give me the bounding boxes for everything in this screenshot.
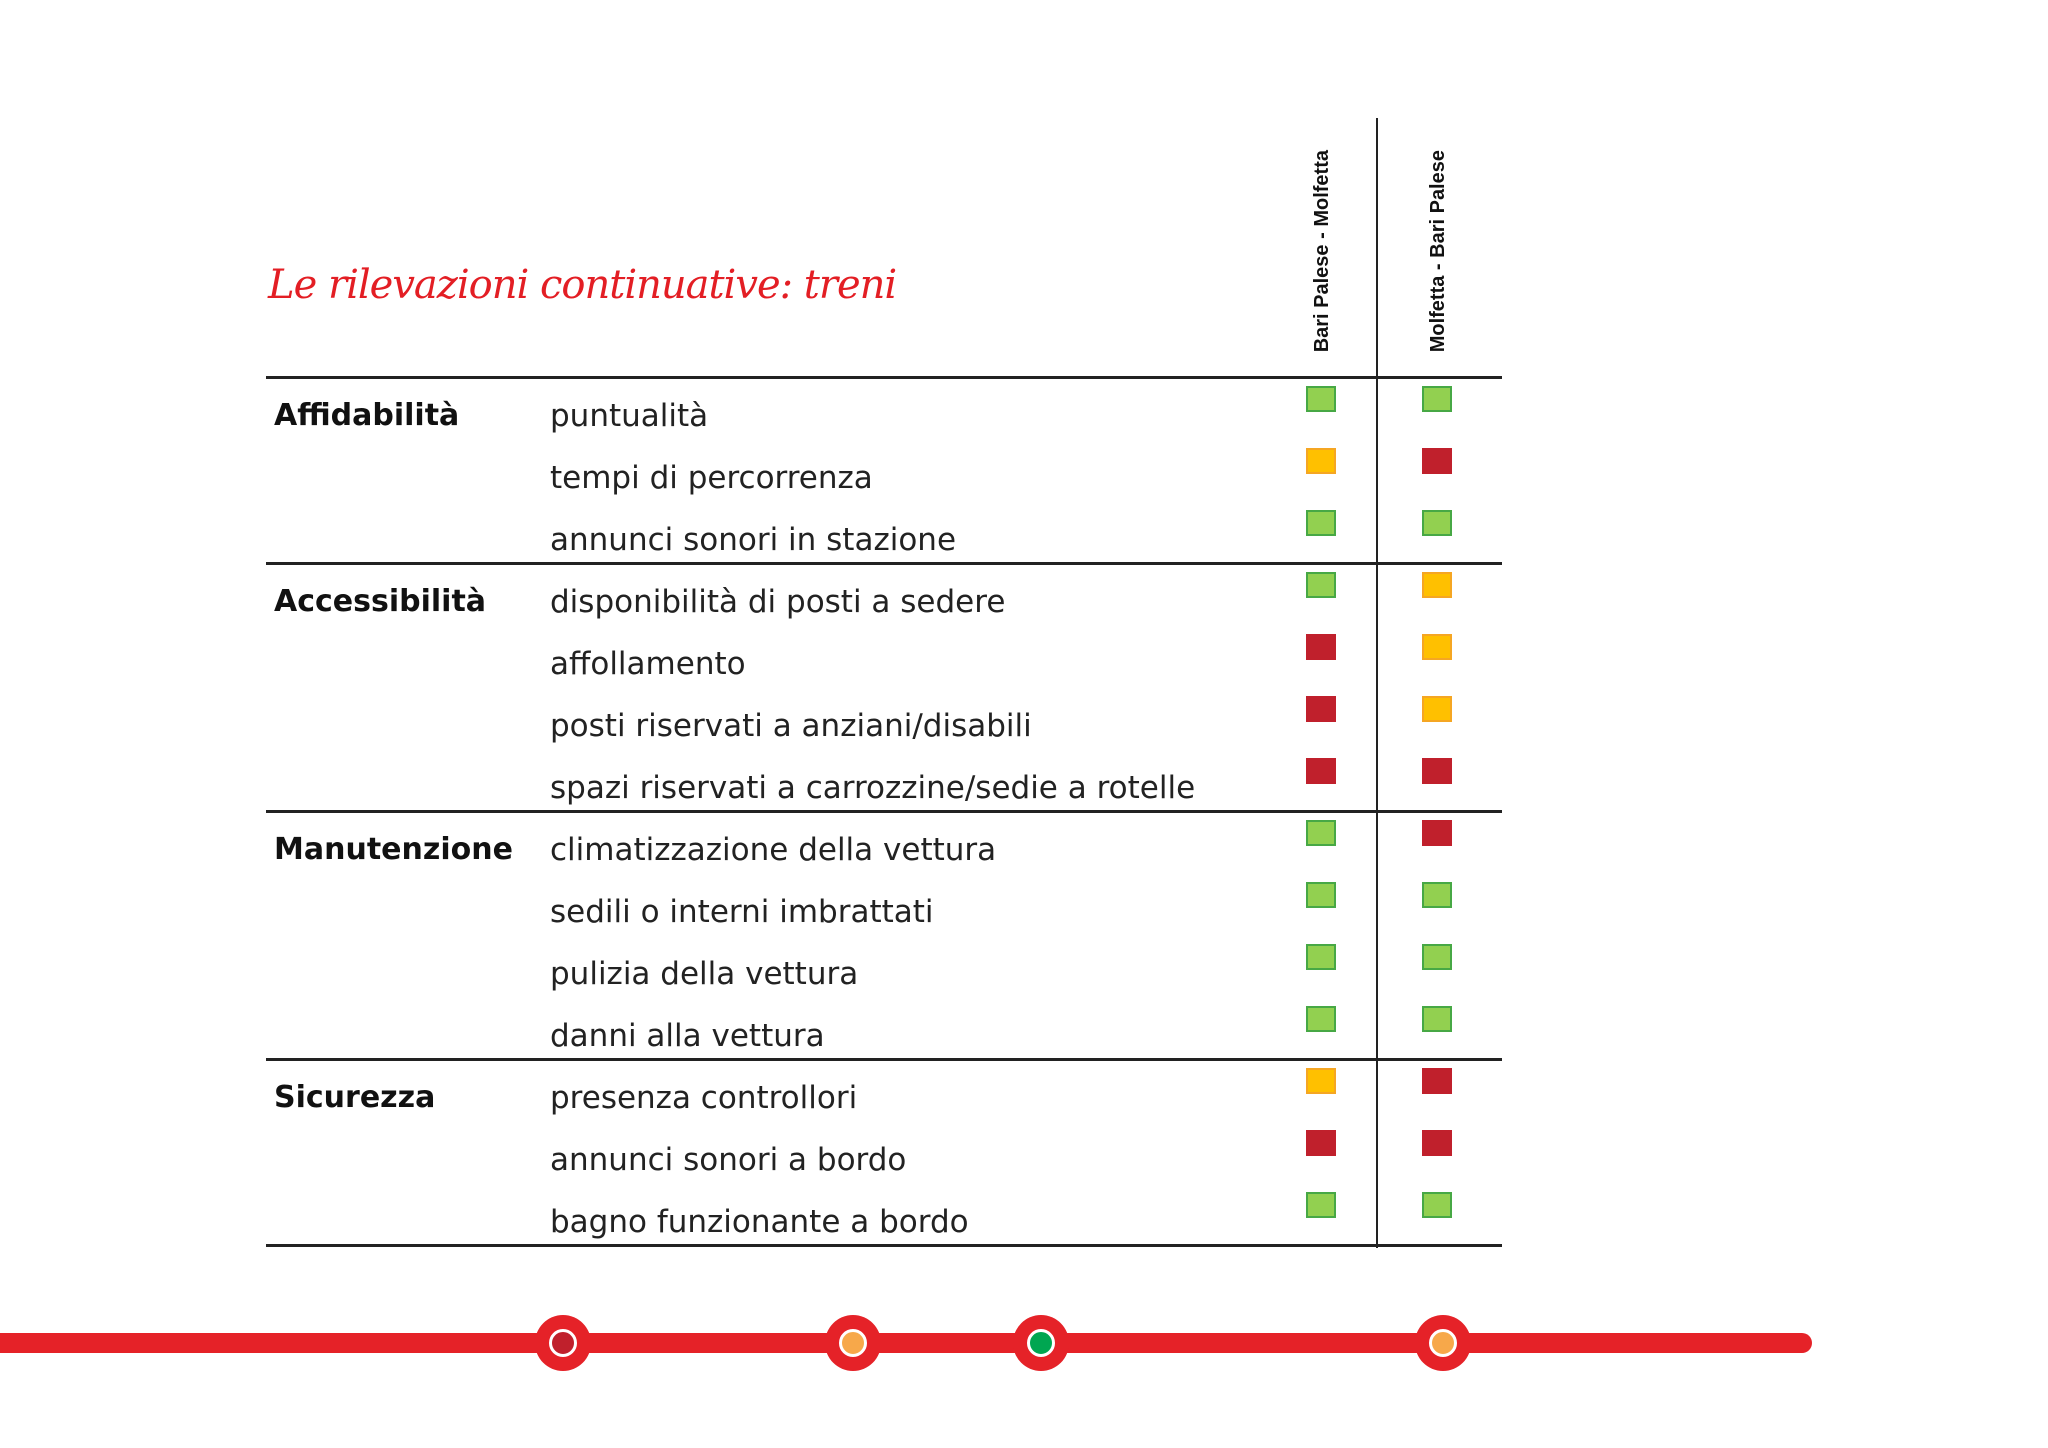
section-separator xyxy=(266,376,1502,379)
criterion-label: pulizia della vettura xyxy=(550,956,859,992)
rating-indicator-red xyxy=(1422,1130,1452,1156)
rating-indicator-red xyxy=(1422,448,1452,474)
section-separator xyxy=(266,1244,1502,1247)
rating-indicator-red xyxy=(1422,820,1452,846)
section-separator xyxy=(266,562,1502,565)
rating-indicator-green xyxy=(1306,386,1336,412)
rating-indicator-yellow xyxy=(1422,634,1452,660)
category-label: Affidabilità xyxy=(274,398,460,433)
station-dot xyxy=(1027,1329,1055,1357)
rating-indicator-green xyxy=(1422,510,1452,536)
criterion-label: bagno funzionante a bordo xyxy=(550,1204,969,1240)
criterion-label: affollamento xyxy=(550,646,746,682)
criterion-label: danni alla vettura xyxy=(550,1018,825,1054)
criterion-label: disponibilità di posti a sedere xyxy=(550,584,1006,620)
metro-line-decoration xyxy=(0,1333,1812,1353)
criterion-label: sedili o interni imbrattati xyxy=(550,894,934,930)
criterion-label: annunci sonori in stazione xyxy=(550,522,957,558)
criterion-label: climatizzazione della vettura xyxy=(550,832,997,868)
criterion-label: puntualità xyxy=(550,398,709,434)
rating-indicator-green xyxy=(1306,510,1336,536)
rating-indicator-green xyxy=(1306,1192,1336,1218)
section-separator xyxy=(266,810,1502,813)
rating-indicator-green xyxy=(1306,572,1336,598)
rating-indicator-red xyxy=(1306,696,1336,722)
station-dot xyxy=(549,1329,577,1357)
rating-indicator-red xyxy=(1306,758,1336,784)
rating-indicator-green xyxy=(1306,882,1336,908)
criterion-label: spazi riservati a carrozzine/sedie a rot… xyxy=(550,770,1196,806)
rating-indicator-red xyxy=(1422,758,1452,784)
rating-indicator-yellow xyxy=(1422,572,1452,598)
criterion-label: posti riservati a anziani/disabili xyxy=(550,708,1032,744)
station-marker xyxy=(1415,1315,1471,1371)
rating-indicator-green xyxy=(1422,944,1452,970)
section-separator xyxy=(266,1058,1502,1061)
criterion-label: presenza controllori xyxy=(550,1080,858,1116)
rating-indicator-yellow xyxy=(1306,448,1336,474)
column-header-label: Bari Palese - Molfetta xyxy=(1310,149,1333,352)
station-marker xyxy=(825,1315,881,1371)
rating-indicator-green xyxy=(1306,820,1336,846)
rating-indicator-green xyxy=(1422,1192,1452,1218)
rating-indicator-yellow xyxy=(1306,1068,1336,1094)
column-header-label: Molfetta - Bari Palese xyxy=(1426,149,1449,352)
category-label: Manutenzione xyxy=(274,832,513,867)
criterion-label: tempi di percorrenza xyxy=(550,460,873,496)
category-label: Sicurezza xyxy=(274,1080,436,1115)
rating-indicator-red xyxy=(1306,1130,1336,1156)
station-dot xyxy=(1429,1329,1457,1357)
page-title: Le rilevazioni continuative: treni xyxy=(268,262,897,308)
rating-indicator-yellow xyxy=(1422,696,1452,722)
rating-indicator-green xyxy=(1422,1006,1452,1032)
rating-indicator-green xyxy=(1422,882,1452,908)
column-header-molfetta-bari: Molfetta - Bari Palese xyxy=(1418,120,1458,352)
column-divider xyxy=(1376,118,1378,1248)
rating-indicator-green xyxy=(1422,386,1452,412)
station-dot xyxy=(839,1329,867,1357)
column-header-bari-molfetta: Bari Palese - Molfetta xyxy=(1302,120,1342,352)
rating-indicator-green xyxy=(1306,944,1336,970)
station-marker xyxy=(535,1315,591,1371)
rating-indicator-green xyxy=(1306,1006,1336,1032)
category-label: Accessibilità xyxy=(274,584,487,619)
criterion-label: annunci sonori a bordo xyxy=(550,1142,907,1178)
station-marker xyxy=(1013,1315,1069,1371)
rating-indicator-red xyxy=(1422,1068,1452,1094)
rating-indicator-red xyxy=(1306,634,1336,660)
